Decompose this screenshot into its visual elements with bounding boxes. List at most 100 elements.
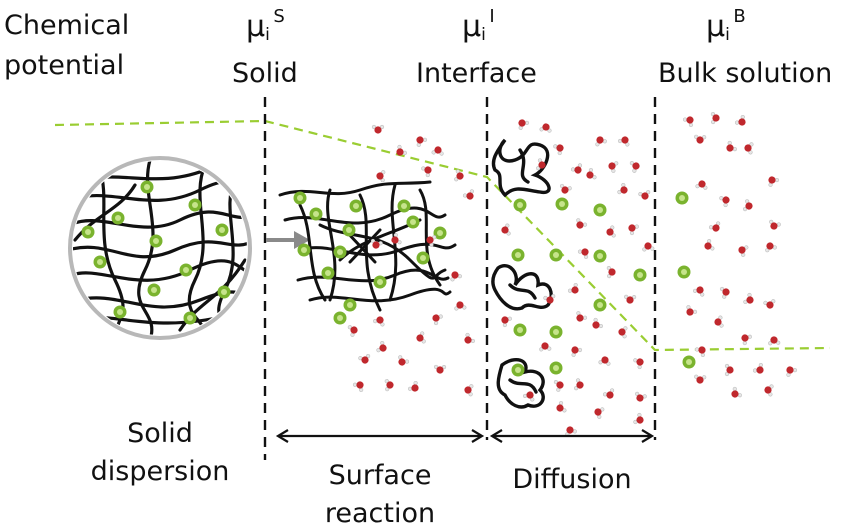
water-molecule	[464, 332, 476, 344]
water-molecule	[606, 266, 616, 279]
mu-interface-letter: μ	[462, 9, 482, 44]
water-molecule	[692, 286, 705, 297]
water-molecule	[454, 301, 467, 311]
water-molecule	[407, 380, 419, 392]
solute-particle	[293, 191, 307, 205]
water-molecule	[769, 219, 781, 230]
water-molecule	[724, 363, 734, 377]
water-molecule	[370, 238, 383, 249]
solute-particle	[549, 248, 563, 262]
water-molecule	[744, 142, 754, 155]
water-molecule	[786, 366, 798, 377]
water-molecule	[765, 242, 777, 253]
water-molecule	[567, 282, 579, 294]
solute-particle	[333, 245, 347, 259]
water-molecule	[571, 346, 583, 357]
solute-particle	[406, 215, 420, 229]
solute-particle	[321, 266, 335, 280]
mu-solid-superscript: S	[273, 6, 285, 27]
water-molecule	[454, 169, 464, 182]
water-molecule	[565, 426, 577, 437]
solute-particle	[549, 361, 563, 375]
chemical-potential-label-line1: Chemical	[4, 10, 130, 41]
solute-particle	[217, 285, 231, 299]
water-molecule	[618, 136, 630, 147]
solute-particle	[342, 223, 356, 237]
water-molecule	[642, 242, 655, 252]
water-molecule	[501, 223, 511, 236]
solute-particle	[149, 234, 163, 248]
water-molecule	[602, 388, 615, 399]
solute-particle	[682, 355, 696, 369]
solute-particle	[593, 298, 607, 312]
water-molecule	[577, 248, 589, 259]
solute-particle	[633, 268, 647, 282]
solute-particle	[179, 263, 193, 277]
solute-particle	[309, 207, 323, 221]
water-molecule	[694, 346, 706, 358]
solute-particles	[293, 191, 696, 377]
water-molecule	[358, 353, 371, 364]
water-molecule	[376, 340, 387, 353]
solid-dispersion-label-line1: Solid	[127, 418, 193, 449]
water-molecule	[635, 391, 647, 402]
solute-particle	[111, 211, 125, 225]
water-molecule	[518, 119, 530, 130]
water-molecule	[539, 123, 552, 133]
water-molecule	[704, 239, 715, 251]
water-molecule	[450, 271, 462, 282]
water-molecule	[633, 412, 644, 425]
water-molecule	[694, 134, 707, 144]
water-molecule	[708, 221, 721, 232]
solute-particle	[147, 283, 161, 297]
solute-particle	[297, 243, 311, 257]
water-molecule	[710, 111, 720, 125]
water-molecule	[628, 224, 639, 236]
solute-particle	[215, 223, 229, 237]
surface-reaction-arrow	[275, 429, 485, 443]
solute-particle	[513, 198, 527, 212]
water-molecule	[576, 218, 588, 229]
water-molecule	[398, 355, 410, 366]
water-molecule	[586, 167, 597, 180]
solute-particle	[397, 199, 411, 213]
solute-particle	[333, 311, 347, 325]
water-molecule	[734, 114, 746, 126]
water-molecule	[522, 391, 535, 402]
solute-particle	[140, 180, 154, 194]
solute-particle	[549, 325, 563, 339]
water-molecule	[764, 384, 774, 397]
water-molecule	[618, 326, 628, 339]
water-molecule	[731, 386, 742, 398]
water-molecule	[371, 124, 385, 134]
water-molecule	[719, 286, 730, 299]
water-molecule	[570, 163, 583, 174]
water-molecule	[624, 294, 637, 304]
solute-particle	[511, 363, 525, 377]
water-molecule	[462, 189, 474, 200]
water-molecule	[714, 315, 724, 328]
chemical-potential-label-line2: potential	[4, 50, 125, 81]
water-molecule	[763, 299, 776, 309]
solute-particle	[593, 203, 607, 217]
water-molecule	[426, 235, 437, 247]
mu-solid-subscript: i	[265, 25, 270, 45]
water-molecule	[638, 190, 651, 200]
solute-particle	[81, 225, 95, 239]
mu-bulk-letter: μ	[706, 9, 726, 44]
water-molecule	[347, 325, 358, 337]
water-molecule	[743, 292, 754, 304]
mu-solid-symbol: μi S	[246, 8, 285, 44]
solute-particle	[511, 248, 525, 262]
water-molecule	[598, 356, 611, 366]
water-molecule	[391, 232, 402, 245]
water-molecule	[595, 136, 607, 147]
water-molecule	[726, 140, 737, 152]
water-molecule	[694, 374, 707, 384]
water-molecule	[594, 407, 605, 419]
mu-solid-letter: μ	[246, 9, 266, 44]
water-molecule	[768, 176, 780, 187]
surface-reaction-label-line2: reaction	[324, 498, 436, 529]
water-molecule	[352, 381, 364, 392]
water-molecule	[617, 182, 628, 195]
